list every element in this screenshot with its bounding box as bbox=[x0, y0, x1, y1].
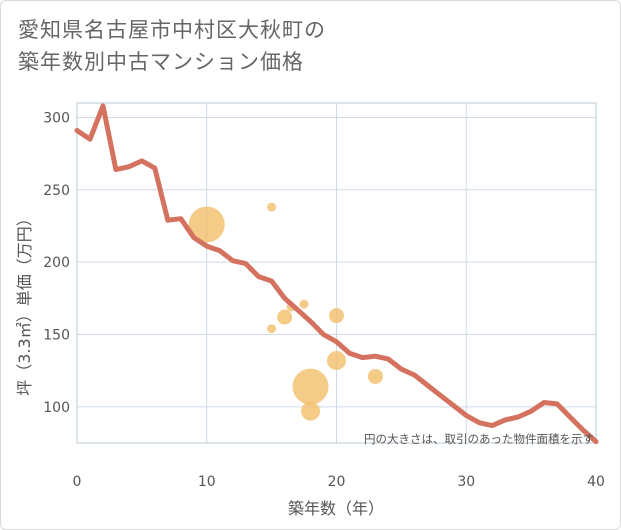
average-price-line bbox=[74, 103, 599, 445]
x-tick-label: 30 bbox=[457, 474, 475, 490]
x-tick-label: 40 bbox=[587, 474, 605, 490]
bubble-series bbox=[188, 202, 383, 421]
bubble-point bbox=[299, 299, 309, 309]
chart-title-line-2: 築年数別中古マンション価格 bbox=[18, 50, 304, 74]
bubble-point bbox=[327, 351, 346, 371]
x-tick-label: 10 bbox=[198, 474, 216, 490]
y-tick-label: 200 bbox=[43, 255, 70, 271]
y-tick-label: 300 bbox=[43, 110, 70, 126]
bubble-point bbox=[292, 368, 329, 405]
bubble-size-annotation: 円の大きさは、取引のあった物件面積を示す bbox=[364, 432, 594, 446]
x-tick-labels: 0 10 20 30 40 bbox=[73, 474, 605, 490]
y-tick-labels: 100 150 200 250 300 bbox=[43, 110, 70, 415]
grid-lines bbox=[77, 103, 596, 443]
bubble-point bbox=[277, 309, 293, 325]
bubble-point bbox=[267, 202, 277, 212]
bubble-point bbox=[188, 206, 225, 243]
y-tick-label: 150 bbox=[43, 327, 70, 343]
chart-title: 愛知県名古屋市中村区大秋町の 築年数別中古マンション価格 bbox=[18, 14, 326, 78]
x-tick-label: 20 bbox=[328, 474, 346, 490]
bubble-point bbox=[301, 401, 321, 421]
bubble-point bbox=[367, 368, 383, 384]
plot-area-border bbox=[76, 102, 597, 444]
x-tick-label: 0 bbox=[73, 474, 82, 490]
bubble-point bbox=[267, 324, 277, 334]
chart-title-line-1: 愛知県名古屋市中村区大秋町の bbox=[18, 18, 326, 42]
x-axis-label: 築年数（年） bbox=[288, 499, 384, 518]
y-axis-label: 坪（3.3㎡）単価（万円） bbox=[15, 210, 34, 395]
bubble-point bbox=[329, 308, 344, 324]
y-tick-label: 250 bbox=[43, 183, 70, 199]
y-tick-label: 100 bbox=[43, 400, 70, 416]
